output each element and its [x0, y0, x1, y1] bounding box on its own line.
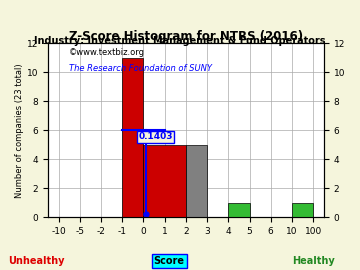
Y-axis label: Number of companies (23 total): Number of companies (23 total): [15, 63, 24, 198]
Text: ©www.textbiz.org: ©www.textbiz.org: [69, 48, 145, 56]
Text: The Research Foundation of SUNY: The Research Foundation of SUNY: [69, 63, 212, 73]
Text: Unhealthy: Unhealthy: [8, 256, 64, 266]
Bar: [186, 145, 207, 217]
Bar: [292, 203, 313, 217]
Text: Score: Score: [154, 256, 185, 266]
Text: Industry: Investment Management & Fund Operators: Industry: Investment Management & Fund O…: [34, 36, 326, 46]
Bar: [144, 145, 186, 217]
Text: 0.1403: 0.1403: [138, 133, 173, 141]
Bar: [122, 58, 144, 217]
Title: Z-Score Histogram for NTRS (2016): Z-Score Histogram for NTRS (2016): [69, 30, 303, 43]
Text: Healthy: Healthy: [292, 256, 334, 266]
Bar: [228, 203, 249, 217]
